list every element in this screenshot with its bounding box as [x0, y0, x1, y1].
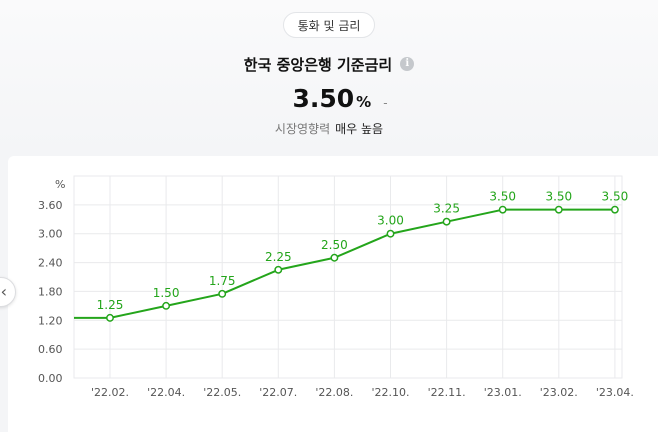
data-label: 2.25 [265, 250, 292, 264]
data-label: 3.25 [433, 202, 460, 216]
data-label: 3.00 [377, 214, 404, 228]
influence-value: 매우 높음 [335, 122, 384, 136]
y-tick-label: 3.00 [38, 228, 63, 241]
y-tick-label: 0.00 [38, 372, 63, 385]
x-tick-label: '23.04. [596, 386, 634, 399]
influence-label: 시장영향력 [274, 122, 331, 136]
x-tick-label: '23.02. [540, 386, 578, 399]
data-point [498, 205, 507, 214]
data-label: 1.25 [97, 298, 124, 312]
title-row: 한국 중앙은행 기준금리 i [0, 53, 658, 75]
market-influence: 시장영향력 매우 높음 [0, 120, 658, 138]
data-point [218, 289, 227, 298]
x-tick-label: '22.02. [91, 386, 129, 399]
x-tick-label: '22.08. [315, 386, 353, 399]
x-tick-label: '22.10. [371, 386, 409, 399]
data-point [106, 313, 114, 322]
data-label: 1.75 [209, 274, 236, 288]
y-axis-label: % [55, 178, 65, 191]
x-tick-label: '22.07. [259, 386, 297, 399]
page-title: 한국 중앙은행 기준금리 [243, 55, 393, 74]
category-chip[interactable]: 통화 및 금리 [283, 12, 375, 38]
rate-value: 3.50 [292, 84, 355, 113]
data-point [330, 253, 339, 262]
data-label: 3.50 [602, 190, 629, 204]
rate-header: 통화 및 금리 한국 중앙은행 기준금리 i 3.50 % - 시장영향력 매우… [0, 0, 658, 152]
y-tick-label: 1.80 [38, 285, 63, 298]
data-point [610, 205, 619, 214]
chart-card [8, 156, 658, 432]
y-tick-label: 2.40 [38, 257, 63, 270]
x-tick-label: '22.11. [428, 386, 466, 399]
info-icon[interactable]: i [400, 57, 415, 71]
data-label: 3.50 [545, 190, 572, 204]
y-tick-label: 1.20 [38, 314, 63, 327]
y-tick-label: 3.60 [38, 199, 63, 212]
series-line [74, 208, 615, 319]
data-label: 1.50 [153, 286, 180, 300]
data-label: 3.50 [489, 190, 516, 204]
plot-frame [73, 175, 623, 379]
rate-value-row: 3.50 % - [0, 84, 658, 120]
data-point [386, 229, 395, 238]
data-point [442, 217, 451, 226]
rate-change: - [383, 96, 388, 110]
data-label: 2.50 [321, 238, 348, 252]
rate-unit: % [356, 93, 372, 111]
data-point [162, 301, 171, 310]
data-point [554, 205, 563, 214]
data-point [274, 265, 283, 274]
x-tick-label: '23.01. [484, 386, 522, 399]
x-tick-label: '22.04. [147, 386, 185, 399]
y-tick-label: 0.60 [38, 343, 63, 356]
x-tick-label: '22.05. [203, 386, 241, 399]
